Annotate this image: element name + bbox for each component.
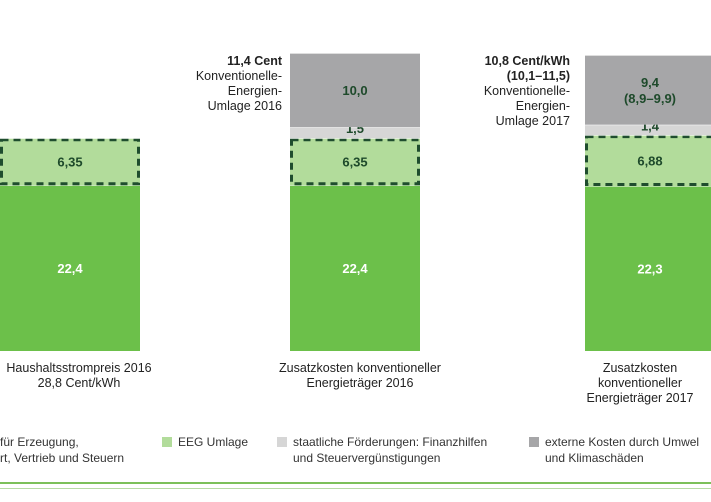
legend-swatch-external — [529, 437, 539, 447]
annotation-line: 10,8 Cent/kWh — [484, 54, 570, 68]
bar-segment-3-2 — [585, 55, 711, 125]
legend-item-base: für Erzeugung, rt, Vertrieb und Steuern — [0, 434, 160, 466]
data-label: 9,4 — [641, 75, 660, 90]
legend-line: EEG Umlage — [178, 435, 249, 449]
bar-segment-2-2 — [585, 124, 711, 136]
data-label: 10,0 — [342, 83, 367, 98]
category-line: Zusatzkosten konventioneller — [279, 361, 441, 375]
annotation-line: Energien- — [515, 99, 570, 113]
legend-item-eeg: EEG Umlage — [178, 434, 278, 450]
bar-segment-0-2 — [585, 185, 711, 351]
legend-line: rt, Vertrieb und Steuern — [0, 451, 125, 465]
legend-item-external: externe Kosten durch Umwel und Klimaschä… — [545, 434, 711, 466]
category-line: konventioneller — [597, 376, 683, 390]
data-label: 22,4 — [57, 261, 83, 276]
category-label-3: Zusatzkosten konventioneller Energieträg… — [572, 361, 708, 406]
data-label: 22,3 — [637, 261, 662, 276]
bar-segment-2-1 — [290, 127, 420, 139]
eeg-dashed-outline-1 — [290, 138, 420, 186]
bottom-rule-thin — [0, 488, 711, 489]
category-line: 28,8 Cent/kWh — [37, 376, 121, 390]
annotation-line: Konventionelle- — [195, 69, 282, 83]
annotation-line: 11,4 Cent — [227, 54, 282, 68]
legend-swatch-eeg — [162, 437, 172, 447]
bar-segment-1-1 — [290, 138, 420, 186]
annotation-2016: 11,4 Cent Konventionelle- Energien- Umla… — [160, 54, 282, 114]
annotation-line: Energien- — [227, 84, 282, 98]
annotation-line: Umlage 2016 — [207, 99, 282, 113]
category-line: Energieträger 2016 — [306, 376, 414, 390]
annotation-line: Umlage 2017 — [495, 114, 570, 128]
legend-line: und Klimaschäden — [545, 451, 644, 465]
annotation-line: Konventionelle- — [483, 84, 570, 98]
legend-line: und Steuervergünstigungen — [293, 451, 441, 465]
legend-item-subsidies: staatliche Förderungen: Finanzhilfen und… — [293, 434, 513, 466]
data-label: 6,88 — [637, 154, 662, 169]
category-line: Zusatzkosten — [602, 361, 678, 375]
eeg-dashed-outline-2 — [585, 135, 711, 186]
data-label: 22,4 — [342, 261, 368, 276]
data-label: (8,9–9,9) — [624, 91, 676, 106]
category-label-2: Zusatzkosten konventioneller Energieträg… — [262, 361, 458, 391]
bar-segment-0-1 — [290, 185, 420, 351]
bottom-rule — [0, 482, 711, 484]
bar-segment-3-1 — [290, 53, 420, 128]
data-label: 6,35 — [342, 155, 367, 170]
annotation-line: (10,1–11,5) — [506, 69, 570, 83]
bar-segment-0-0 — [0, 185, 140, 351]
bar-segment-1-0 — [0, 138, 140, 186]
category-line: Haushaltsstrompreis 2016 — [6, 361, 152, 375]
eeg-dashed-outline-0 — [0, 138, 140, 186]
legend-swatch-subsidies — [277, 437, 287, 447]
legend-line: externe Kosten durch Umwel — [545, 435, 700, 449]
annotation-2017: 10,8 Cent/kWh (10,1–11,5) Konventionelle… — [430, 54, 570, 129]
data-label: 6,35 — [57, 155, 82, 170]
legend-line: für Erzeugung, — [0, 435, 79, 449]
category-label-1: Haushaltsstrompreis 2016 28,8 Cent/kWh — [0, 361, 158, 391]
category-line: Energieträger 2017 — [586, 391, 694, 405]
bar-segment-1-2 — [585, 135, 711, 186]
legend-line: staatliche Förderungen: Finanzhilfen — [293, 435, 488, 449]
